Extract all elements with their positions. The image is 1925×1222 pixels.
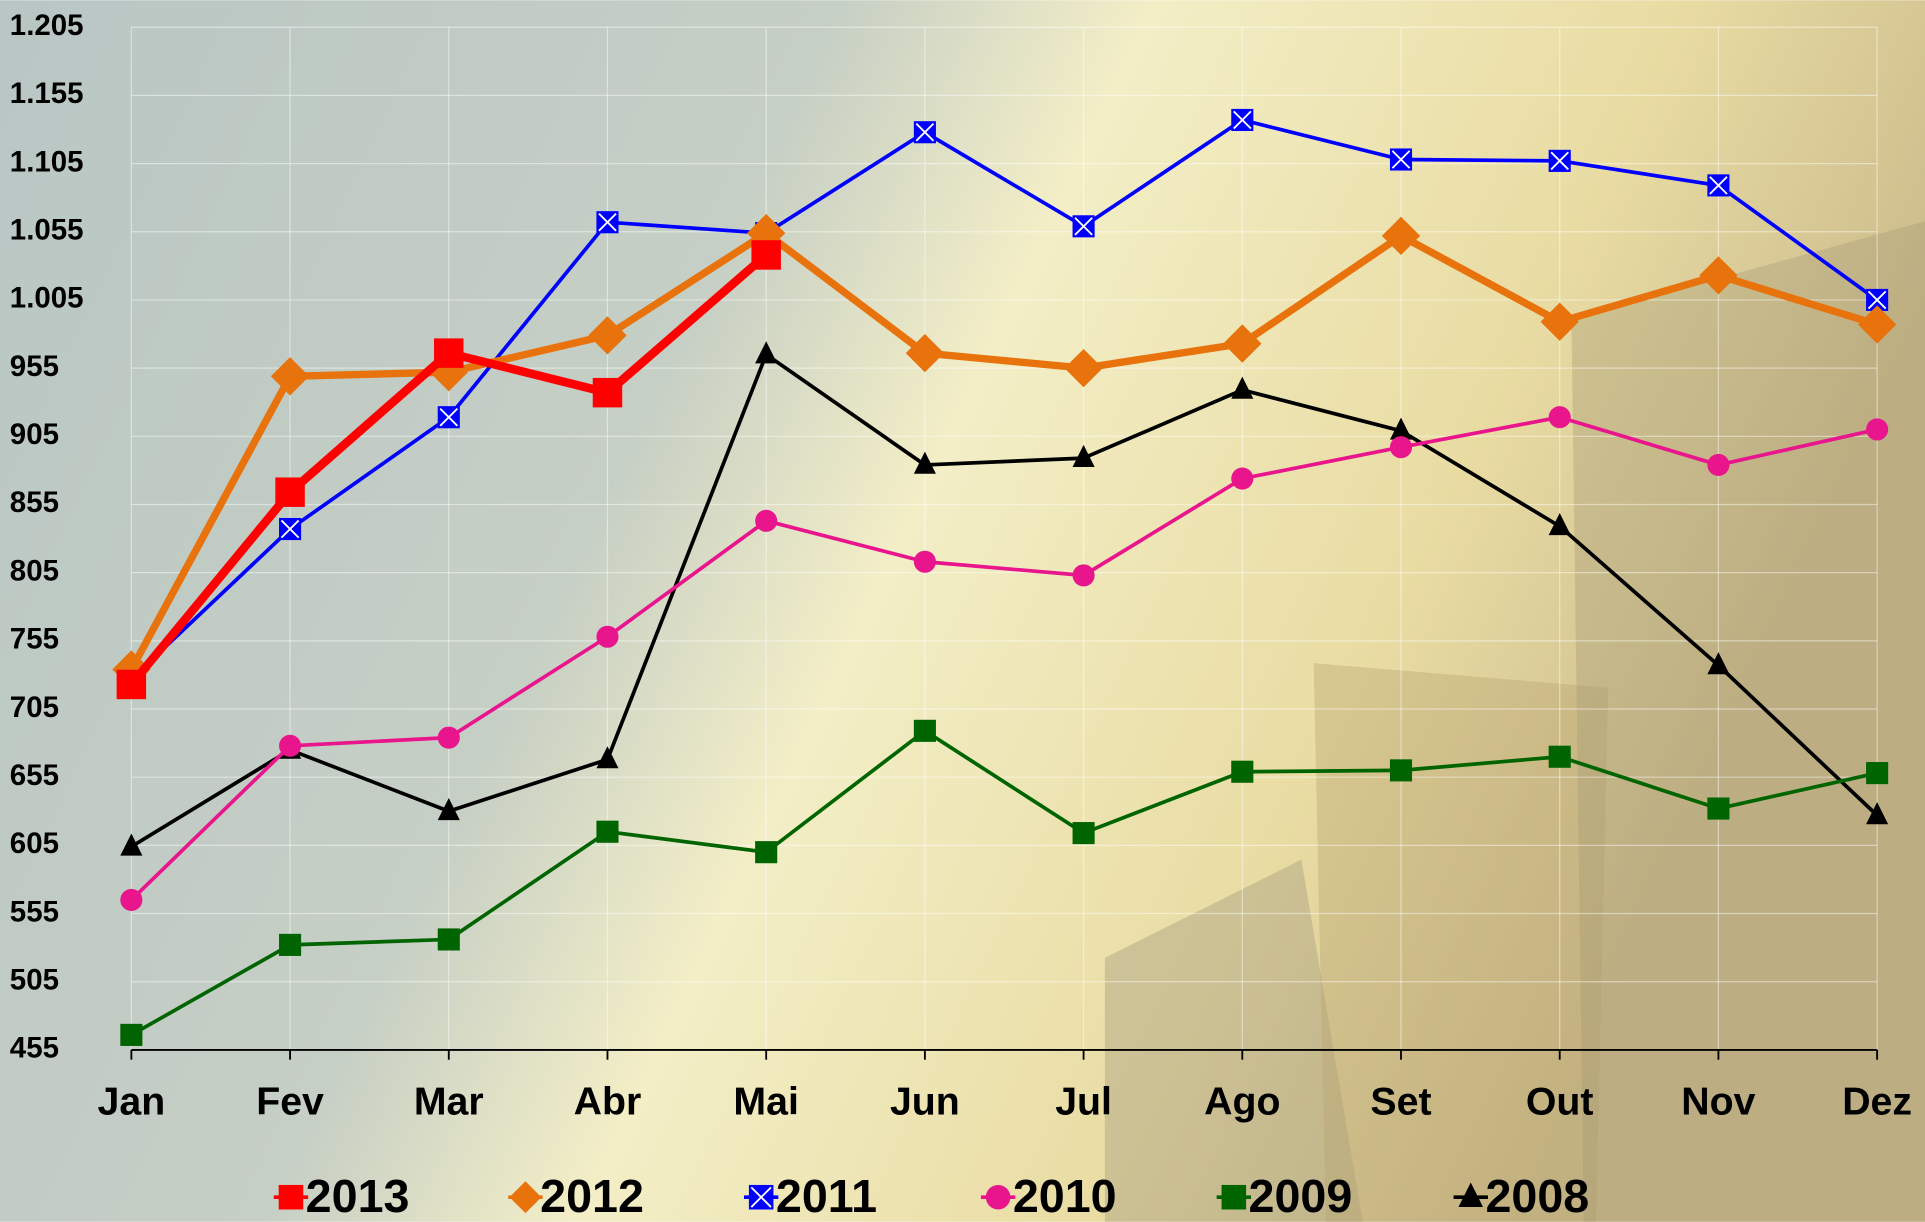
marker bbox=[120, 889, 142, 911]
marker bbox=[279, 735, 301, 757]
x-tick-label: Ago bbox=[1204, 1079, 1280, 1123]
marker bbox=[438, 928, 460, 950]
marker bbox=[1549, 746, 1571, 768]
x-tick-label: Abr bbox=[574, 1079, 642, 1123]
x-tick-label: Out bbox=[1526, 1079, 1594, 1123]
marker bbox=[438, 727, 460, 749]
y-tick-label: 705 bbox=[10, 691, 59, 724]
marker bbox=[117, 670, 146, 699]
y-tick-label: 505 bbox=[10, 963, 59, 996]
page: {"chart_data": {"type": "line", "categor… bbox=[0, 0, 1925, 1222]
marker bbox=[1866, 418, 1888, 440]
marker bbox=[120, 1024, 142, 1046]
marker bbox=[1866, 762, 1888, 784]
x-tick-label: Dez bbox=[1842, 1079, 1912, 1123]
x-tick-label: Jan bbox=[98, 1079, 166, 1123]
x-tick-label: Mai bbox=[733, 1079, 798, 1123]
marker bbox=[1390, 436, 1412, 458]
y-tick-label: 755 bbox=[10, 623, 59, 656]
marker bbox=[755, 841, 777, 863]
y-tick-label: 955 bbox=[10, 350, 59, 383]
x-tick-label: Jul bbox=[1055, 1079, 1112, 1123]
chart: 455 505 555 605 655 705 755 805 855 905 955 1.005 1.… bbox=[0, 0, 1925, 1222]
legend-label: 2013 bbox=[306, 1170, 410, 1222]
marker bbox=[1390, 759, 1412, 781]
marker bbox=[1231, 761, 1253, 783]
marker bbox=[434, 338, 463, 367]
x-tick-label: Fev bbox=[256, 1079, 324, 1123]
y-tick-label: 805 bbox=[10, 554, 59, 587]
marker bbox=[1707, 454, 1729, 476]
y-tick-label: 905 bbox=[10, 418, 59, 451]
decor bbox=[1571, 221, 1925, 1222]
y-tick-label: 655 bbox=[10, 759, 59, 792]
y-tick-label: 855 bbox=[10, 486, 59, 519]
marker bbox=[279, 934, 301, 956]
x-tick-label: Mar bbox=[414, 1079, 484, 1123]
marker bbox=[1073, 564, 1095, 586]
marker bbox=[596, 821, 618, 843]
marker bbox=[1222, 1185, 1247, 1210]
marker bbox=[1073, 822, 1095, 844]
legend-label: 2008 bbox=[1485, 1170, 1589, 1222]
marker bbox=[593, 378, 622, 407]
marker bbox=[275, 477, 304, 506]
marker bbox=[1231, 468, 1253, 490]
legend-label: 2010 bbox=[1013, 1170, 1117, 1222]
marker bbox=[914, 551, 936, 573]
marker bbox=[1707, 797, 1729, 819]
marker bbox=[279, 1185, 304, 1210]
y-tick-label: 1.205 bbox=[10, 9, 84, 42]
y-tick-label: 455 bbox=[10, 1032, 59, 1065]
y-tick-label: 555 bbox=[10, 895, 59, 928]
y-tick-label: 605 bbox=[10, 827, 59, 860]
y-tick-label: 1.055 bbox=[10, 214, 84, 247]
marker bbox=[1549, 406, 1571, 428]
legend-label: 2009 bbox=[1249, 1170, 1353, 1222]
marker bbox=[751, 240, 780, 269]
x-tick-label: Set bbox=[1370, 1079, 1431, 1123]
y-tick-label: 1.005 bbox=[10, 282, 84, 315]
marker bbox=[914, 720, 936, 742]
x-tick-label: Nov bbox=[1681, 1079, 1755, 1123]
marker bbox=[755, 510, 777, 532]
legend-label: 2012 bbox=[540, 1170, 644, 1222]
y-tick-label: 1.155 bbox=[10, 77, 84, 110]
legend-label: 2011 bbox=[776, 1170, 877, 1222]
marker bbox=[986, 1185, 1011, 1210]
marker bbox=[596, 626, 618, 648]
y-tick-label: 1.105 bbox=[10, 145, 84, 178]
x-tick-label: Jun bbox=[890, 1079, 960, 1123]
